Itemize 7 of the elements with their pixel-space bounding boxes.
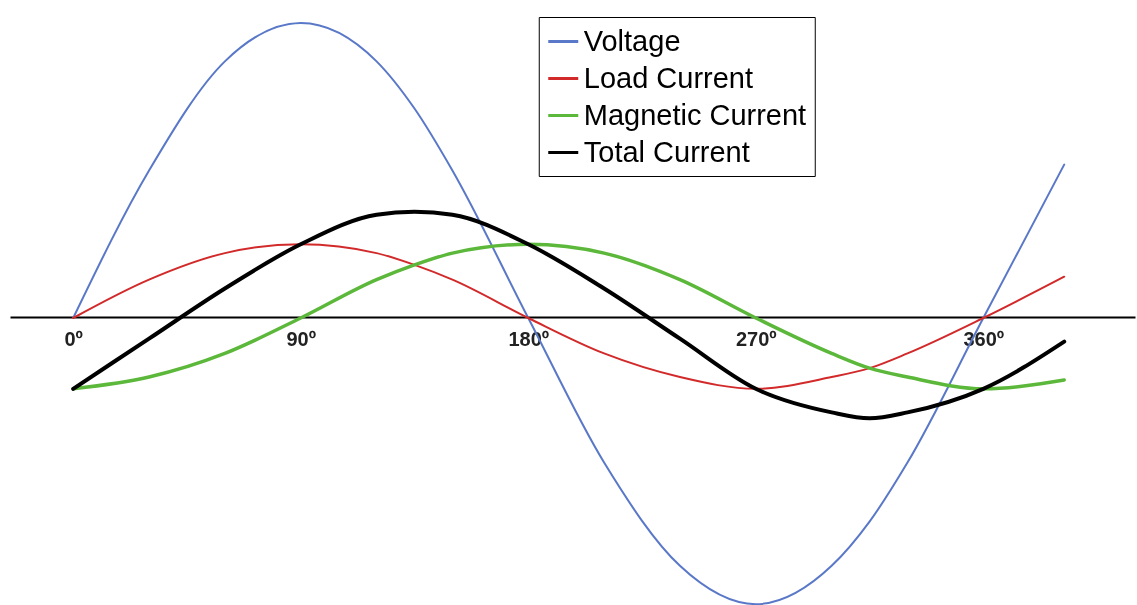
legend-label: Magnetic Current: [583, 98, 807, 131]
x-tick-label: 90º: [286, 327, 317, 350]
x-tick-label: 270º: [735, 327, 777, 350]
x-tick-label: 0º: [64, 327, 83, 350]
legend-label: Load Current: [583, 61, 754, 94]
legend-label: Voltage: [583, 24, 681, 57]
legend-label: Total Current: [583, 135, 750, 168]
